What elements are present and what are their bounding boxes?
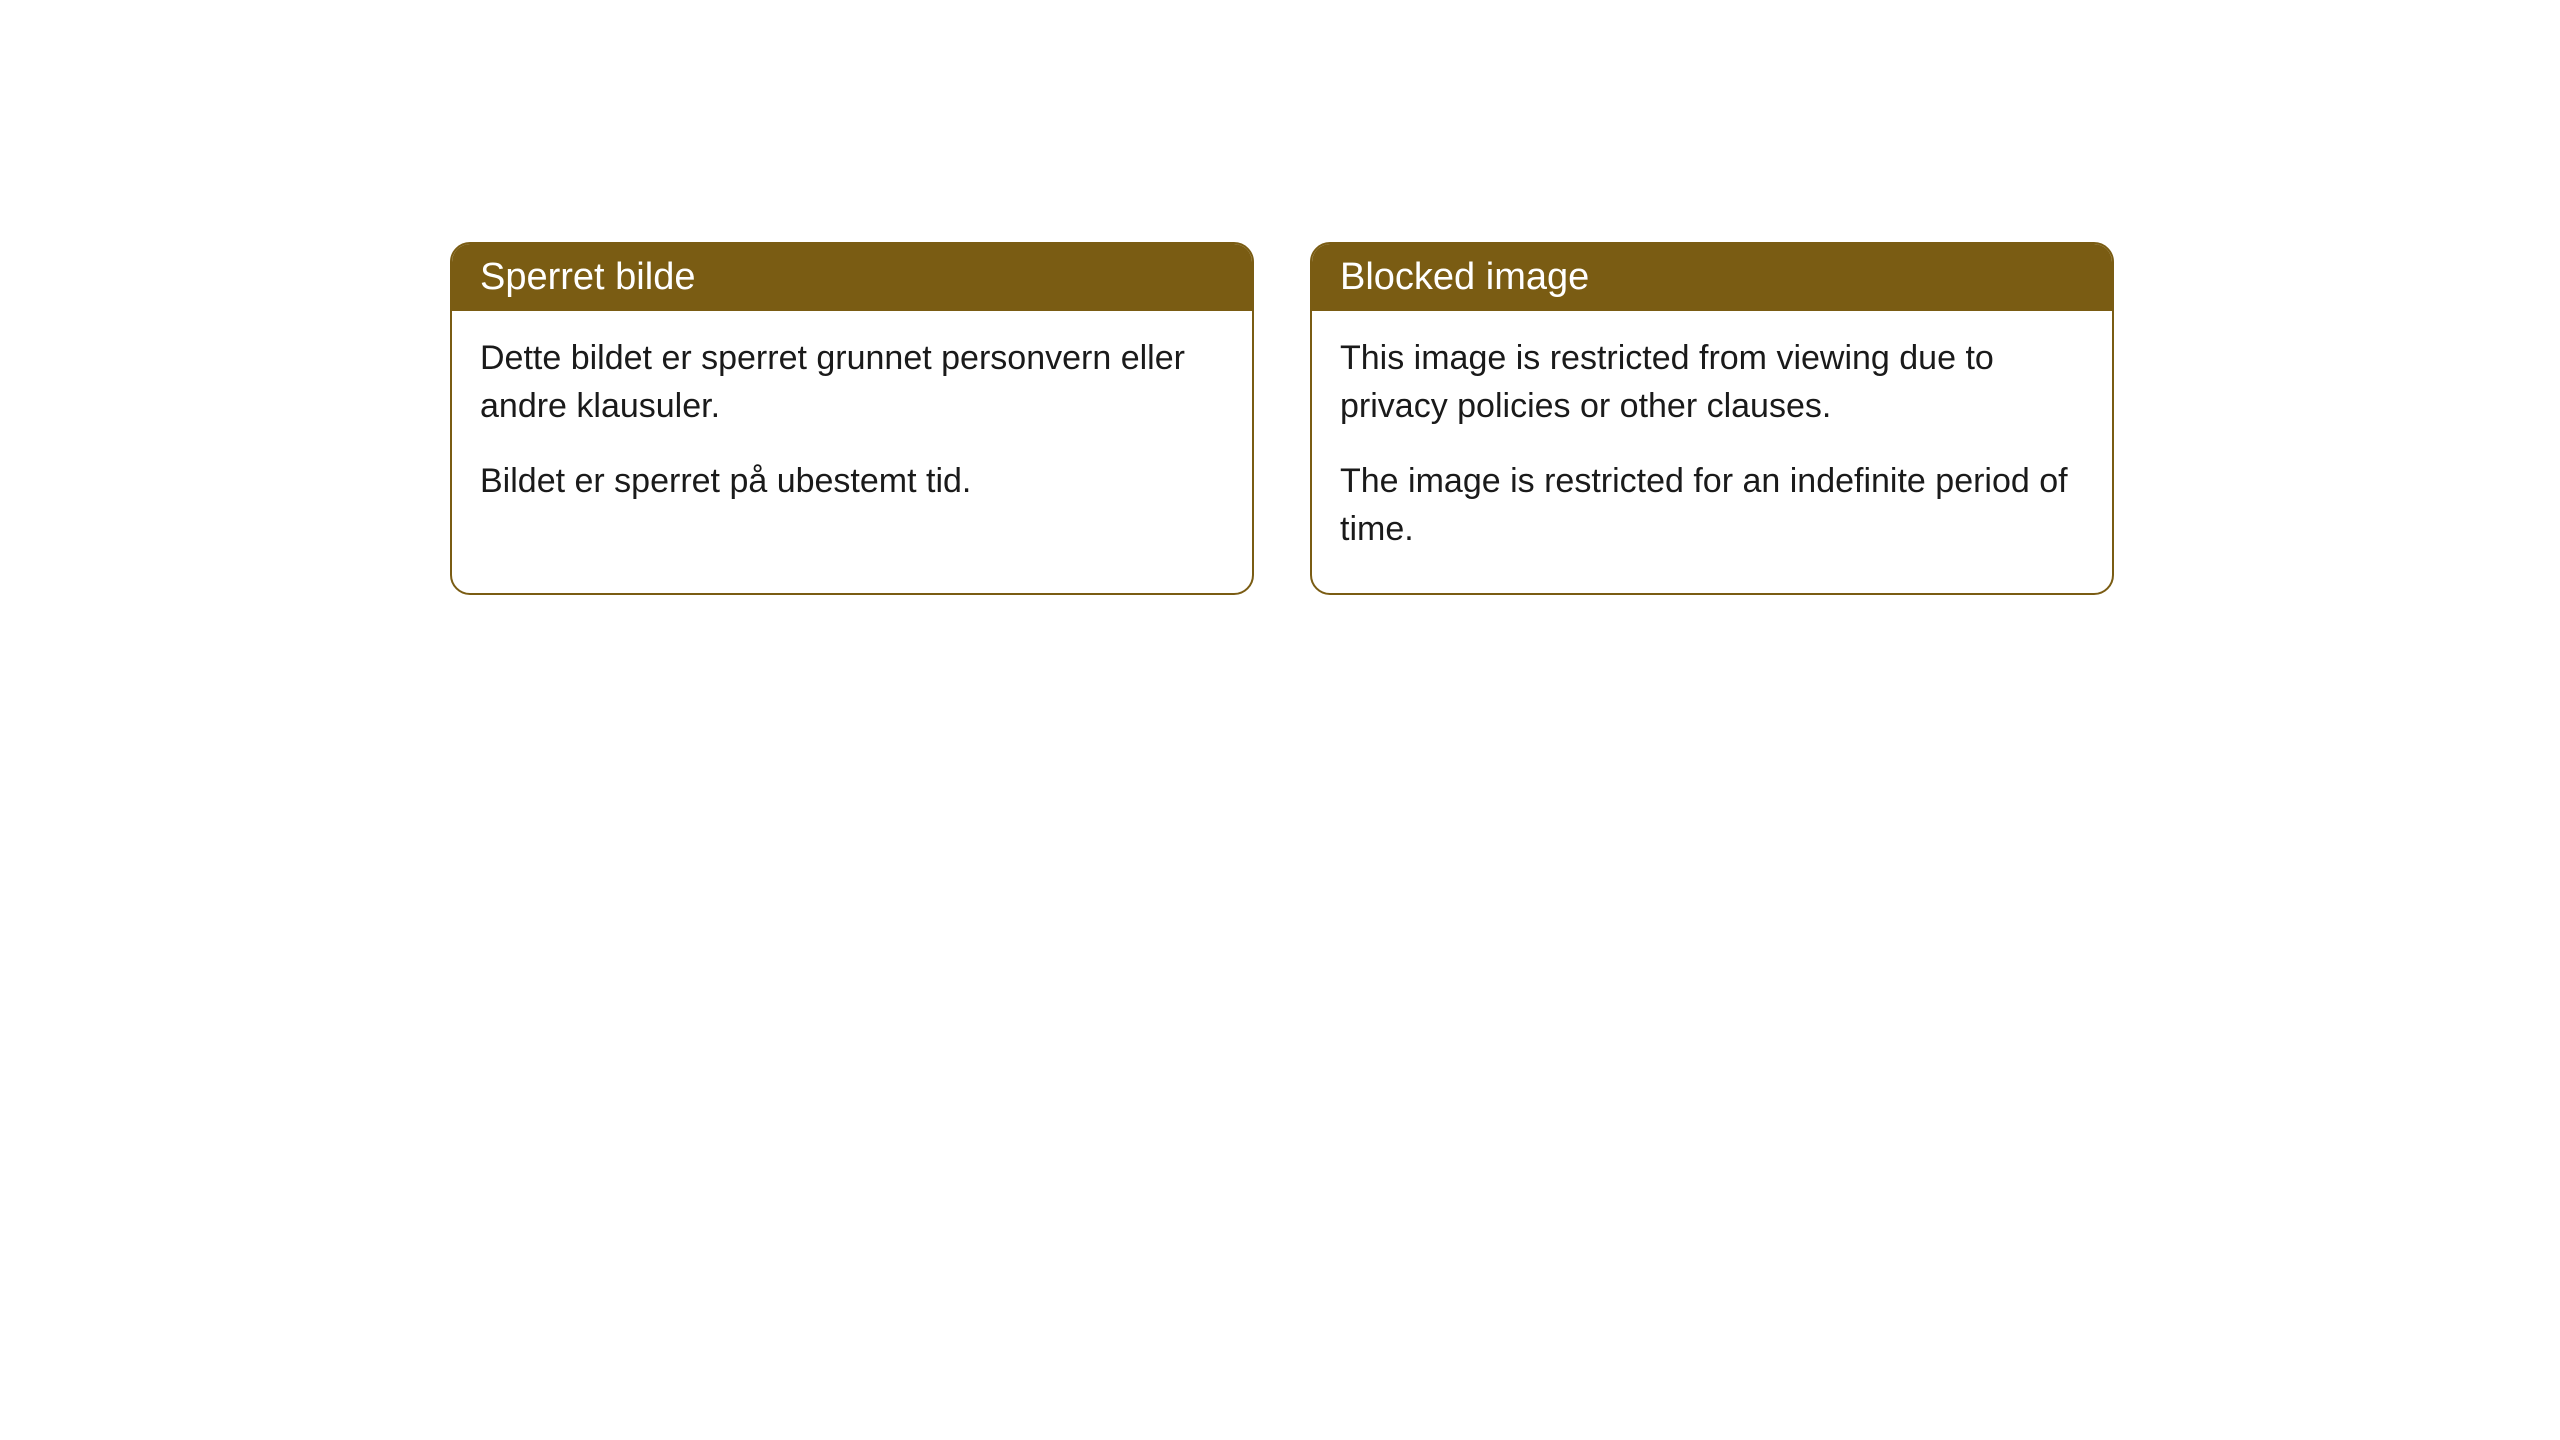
card-body-no: Dette bildet er sperret grunnet personve… [452, 311, 1252, 546]
card-text-no-2: Bildet er sperret på ubestemt tid. [480, 458, 1224, 506]
card-text-no-1: Dette bildet er sperret grunnet personve… [480, 335, 1224, 430]
blocked-image-card-no: Sperret bilde Dette bildet er sperret gr… [450, 242, 1254, 595]
card-header-no: Sperret bilde [452, 244, 1252, 311]
card-header-en: Blocked image [1312, 244, 2112, 311]
notice-cards-container: Sperret bilde Dette bildet er sperret gr… [450, 242, 2560, 595]
card-text-en-2: The image is restricted for an indefinit… [1340, 458, 2084, 553]
card-body-en: This image is restricted from viewing du… [1312, 311, 2112, 593]
blocked-image-card-en: Blocked image This image is restricted f… [1310, 242, 2114, 595]
card-text-en-1: This image is restricted from viewing du… [1340, 335, 2084, 430]
